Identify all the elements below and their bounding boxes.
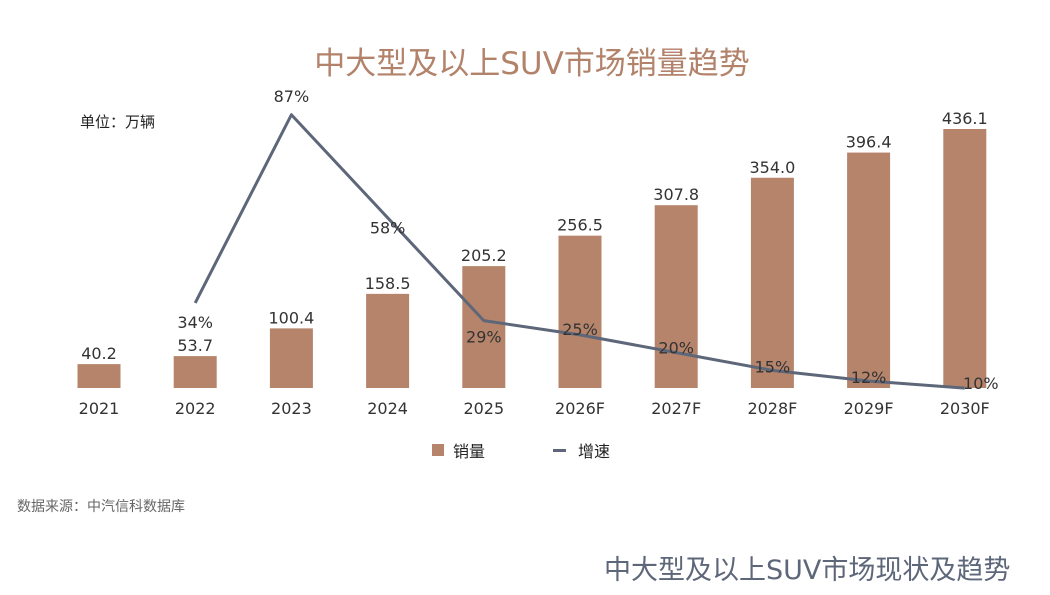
source-note: 数据来源：中汽信科数据库 [17,499,185,515]
unit-label: 单位：万辆 [80,113,156,131]
bar-2026F [558,235,602,388]
bar-2029F [847,152,891,388]
bar-label-2028F: 354.0 [749,158,795,177]
growth-label-2026F: 25% [562,320,598,339]
growth-label-2023: 87% [274,87,310,106]
footer-title: 中大型及以上SUV市场现状及趋势 [604,555,1011,586]
bar-label-2026F: 256.5 [557,216,603,235]
growth-label-2028F: 15% [755,357,791,376]
x-tick-2024: 2024 [367,399,408,418]
bar-label-2023: 100.4 [268,308,314,327]
growth-label-2022: 34% [177,313,213,332]
growth-line [193,113,965,390]
legend-swatch-growth [553,448,567,452]
bar-label-2027F: 307.8 [653,185,699,204]
x-tick-2027F: 2027F [651,399,701,418]
legend-item-growth: 增速 [553,438,610,462]
bar-label-2021: 40.2 [81,344,117,363]
legend-label-growth: 增速 [578,442,611,461]
legend-item-sales: 销量 [432,438,485,462]
growth-label-2029F: 12% [851,368,887,387]
x-tick-2026F: 2026F [555,399,605,418]
bar-label-2025: 205.2 [461,246,507,265]
bar-2023 [269,328,313,388]
growth-label-2025: 29% [466,328,502,347]
x-tick-2028F: 2028F [747,399,797,418]
bar-2021 [77,364,121,388]
growth-label-2027F: 20% [658,339,694,358]
bar-2028F [750,177,794,388]
bar-2030F [943,129,987,388]
x-tick-2023: 2023 [271,399,312,418]
bar-2025 [462,266,506,388]
chart-title: 中大型及以上SUV市场销量趋势 [314,46,750,82]
bar-label-2022: 53.7 [177,336,213,355]
growth-label-2030F: 10% [963,374,999,393]
legend: 销量 增速 [432,438,610,462]
x-tick-2025: 2025 [463,399,504,418]
bar-2024 [366,293,410,388]
x-tick-2022: 2022 [175,399,216,418]
x-tick-2029F: 2029F [844,399,894,418]
x-tick-2021: 2021 [79,399,120,418]
bar-2022 [173,356,217,388]
bar-label-2030F: 436.1 [942,109,988,128]
bar-label-2024: 158.5 [365,274,411,293]
legend-swatch-sales [432,444,444,456]
legend-label-sales: 销量 [453,442,486,461]
x-tick-2030F: 2030F [940,399,990,418]
bar-label-2029F: 396.4 [846,133,892,152]
growth-label-2024: 58% [370,219,406,238]
bar-2027F [654,205,698,388]
